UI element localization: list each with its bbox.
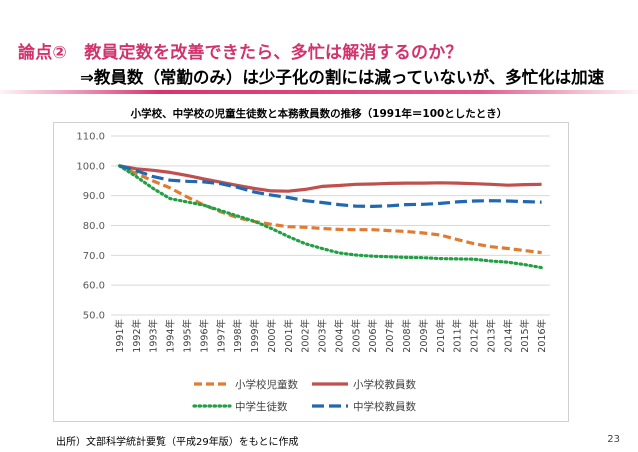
x-tick-label: 2012年	[469, 319, 481, 353]
x-tick-label: 1997年	[215, 319, 227, 353]
x-tick-label: 2016年	[536, 319, 548, 353]
x-tick-label: 1995年	[181, 319, 193, 353]
x-tick-label: 1993年	[148, 319, 160, 353]
x-tick-label: 1996年	[198, 319, 210, 353]
x-tick-label: 2000年	[266, 319, 278, 353]
y-tick-label: 70.0	[83, 251, 105, 262]
legend-label-2: 小学校教員数	[353, 378, 416, 391]
x-tick-label: 2003年	[317, 319, 329, 353]
x-tick-label: 2011年	[452, 319, 464, 353]
legend-label-4: 中学校教員数	[353, 400, 416, 413]
x-tick-label: 2008年	[401, 319, 413, 353]
x-tick-label: 1998年	[232, 319, 244, 353]
y-tick-label: 110.0	[76, 132, 105, 143]
series-line-1	[119, 166, 541, 253]
x-tick-label: 2007年	[384, 319, 396, 353]
x-tick-label: 2005年	[350, 319, 362, 353]
y-tick-label: 50.0	[83, 311, 105, 322]
x-tick-label: 2004年	[333, 319, 345, 353]
y-tick-label: 80.0	[83, 221, 105, 232]
header-divider	[0, 90, 638, 94]
x-tick-label: 2001年	[283, 319, 295, 353]
x-tick-label: 1991年	[114, 319, 126, 353]
x-tick-label: 1992年	[131, 319, 143, 353]
y-tick-label: 100.0	[76, 161, 105, 172]
y-tick-label: 60.0	[83, 281, 105, 292]
x-tick-label: 2015年	[519, 319, 531, 353]
series-line-2	[119, 166, 541, 191]
series-line-3	[119, 166, 541, 268]
x-tick-label: 2014年	[502, 319, 514, 353]
line-chart: 50.0 60.0 70.0 80.0 90.0 100.0 110.0 1991年 1992年…	[54, 123, 568, 421]
legend-label-3: 中学生徒数	[235, 400, 288, 413]
slide-heading-line2: ⇒教員数（常勤のみ）は少子化の割には減っていないが、多忙化は加速	[80, 64, 604, 88]
x-tick-label: 2002年	[300, 319, 312, 353]
source-note: 出所）文部科学統計要覧（平成29年版）をもとに作成	[56, 433, 299, 448]
x-tick-label: 2010年	[435, 319, 447, 353]
chart-title: 小学校、中学校の児童生徒数と本務教員数の推移（1991年＝100としたとき）	[0, 106, 638, 121]
x-tick-label: 2009年	[418, 319, 430, 353]
x-tick-label: 1994年	[165, 319, 177, 353]
x-tick-label: 2006年	[367, 319, 379, 353]
x-tick-label: 2013年	[485, 319, 497, 353]
slide-heading-line1: 論点② 教員定数を改善できたら、多忙は解消するのか？	[18, 38, 463, 63]
chart-container: 50.0 60.0 70.0 80.0 90.0 100.0 110.0 1991年 1992年…	[53, 122, 569, 422]
y-tick-label: 90.0	[83, 191, 105, 202]
legend-label-1: 小学校児童数	[235, 378, 298, 391]
page-number: 23	[607, 434, 620, 445]
x-tick-label: 1999年	[249, 319, 261, 353]
